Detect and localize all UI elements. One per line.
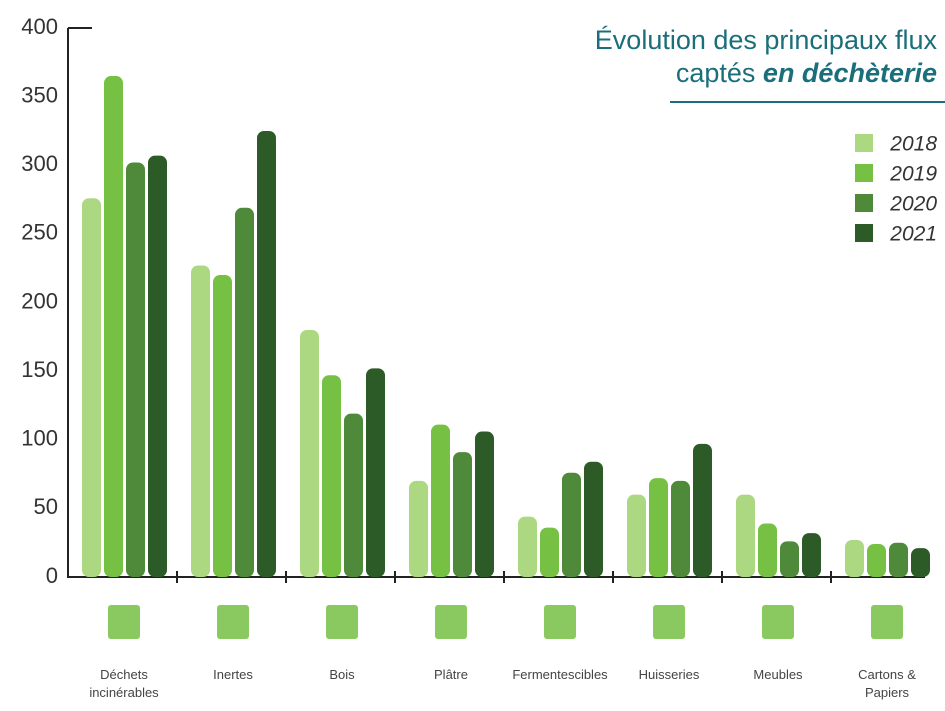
bar: [82, 198, 101, 577]
legend-label: 2019: [889, 163, 937, 186]
bar: [475, 431, 494, 577]
bar: [257, 130, 276, 577]
legend-label: 2018: [889, 133, 937, 156]
bar: [191, 265, 210, 577]
category-icon: [871, 605, 903, 639]
bar: [431, 424, 450, 577]
x-tick-label: Déchets incinérables: [89, 667, 159, 700]
bar: [104, 76, 123, 577]
category-icon: [762, 605, 794, 639]
chart-title: Évolution des principaux flux: [595, 25, 938, 55]
bar: [671, 480, 690, 577]
bar: [758, 523, 777, 577]
bar: [409, 480, 428, 577]
bar: [235, 207, 254, 578]
x-tick-label: Bois: [329, 667, 355, 682]
title-text: captés: [676, 58, 756, 88]
category-icon: [326, 605, 358, 639]
y-tick-label: 200: [21, 288, 58, 313]
bar: [649, 478, 668, 577]
bar: [213, 275, 232, 577]
y-tick-label: 50: [34, 494, 58, 519]
bar: [802, 533, 821, 577]
bar: [780, 541, 799, 577]
y-tick-label: 300: [21, 151, 58, 176]
title-emphasis: en déchèterie: [763, 58, 937, 88]
bar: [540, 527, 559, 577]
y-tick-label: 350: [21, 82, 58, 107]
y-tick-label: 400: [21, 14, 58, 39]
category-icon: [435, 605, 467, 639]
bar: [889, 542, 908, 577]
bar: [562, 472, 581, 577]
y-tick-label: 250: [21, 220, 58, 245]
x-tick-label: Inertes: [213, 667, 253, 682]
bar: [693, 443, 712, 577]
bar: [627, 494, 646, 577]
legend-label: 2021: [889, 223, 937, 246]
y-tick-label: 150: [21, 357, 58, 382]
x-tick-label: Cartons & Papiers: [858, 667, 916, 700]
category-icon: [108, 605, 140, 639]
bar: [911, 548, 930, 577]
bar: [518, 516, 537, 577]
y-tick-label: 100: [21, 426, 58, 451]
legend-swatch: [855, 164, 873, 182]
category-icon: [217, 605, 249, 639]
bar: [453, 452, 472, 577]
bar: [845, 539, 864, 577]
bar: [736, 494, 755, 577]
bar: [148, 155, 167, 577]
legend-swatch: [855, 194, 873, 212]
bar: [300, 329, 319, 577]
bar: [584, 461, 603, 577]
legend-swatch: [855, 224, 873, 242]
category-icon: [653, 605, 685, 639]
bar: [322, 375, 341, 577]
legend-swatch: [855, 134, 873, 152]
bar: [366, 368, 385, 577]
legend-label: 2020: [889, 193, 937, 216]
category-icon: [544, 605, 576, 639]
x-tick-label: Fermentescibles: [512, 667, 608, 682]
chart-title-2: captés en déchèterie: [676, 58, 937, 88]
bar: [126, 162, 145, 577]
x-tick-label: Huisseries: [638, 667, 700, 682]
y-tick-label: 0: [46, 563, 58, 588]
x-tick-label: Plâtre: [434, 667, 468, 682]
bar: [867, 544, 886, 577]
bar: [344, 413, 363, 577]
x-tick-label: Meubles: [753, 667, 803, 682]
